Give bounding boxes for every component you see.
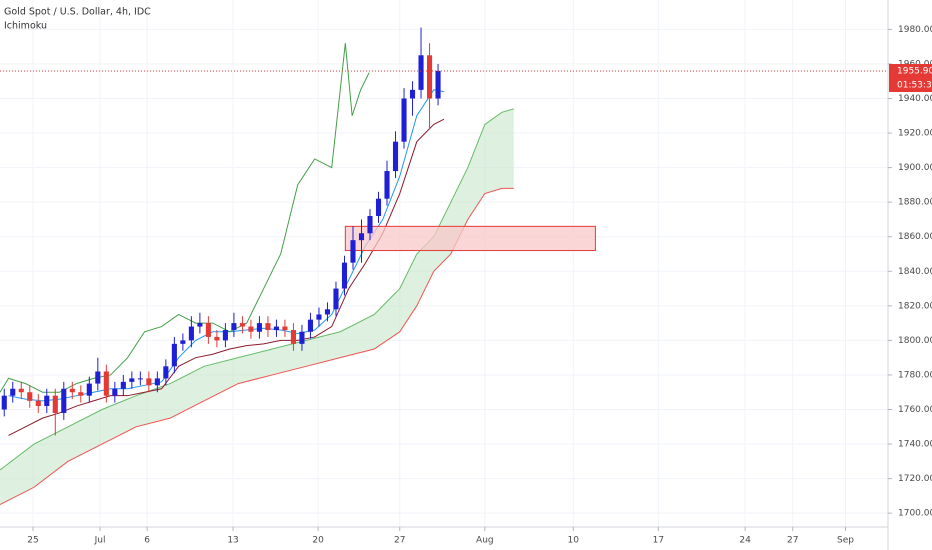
ichimoku-line [0,43,370,393]
candle-body [290,330,296,344]
candle-body [409,89,416,99]
senkou-span-a [0,108,514,471]
x-tick-label: 17 [653,536,664,546]
candle-body [1,395,7,410]
candle-body [256,323,262,332]
grid [0,0,888,527]
chart-title: Gold Spot / U.S. Dollar, 4h, IDC [4,7,151,18]
candle-body [316,314,322,320]
candle-body [129,378,135,382]
y-tick-label: 1780.00 [898,370,932,380]
y-tick-label: 1800.00 [898,336,932,346]
x-tick-label: Jul [94,536,106,546]
y-tick-label: 1880.00 [898,198,932,208]
candle-body [18,388,24,393]
countdown-box [889,78,932,93]
candle-body [231,323,237,331]
candle-body [52,395,58,413]
candle-body [103,371,109,396]
candle-body [426,55,433,99]
plot [0,27,888,505]
y-tick-label: 1980.00 [898,25,932,35]
candle-body [95,371,101,384]
x-tick-label: 10 [568,536,580,546]
candle-body [248,326,254,332]
candle-body [163,366,169,379]
indicator-label: Ichimoku [4,21,47,32]
x-tick-label: Sep [837,536,854,546]
candle-body [222,330,228,341]
candle-body [61,388,67,413]
y-tick-label: 1860.00 [898,232,932,242]
x-tick-label: Aug [476,536,494,546]
x-tick-label: 24 [739,536,751,546]
candle-body [197,323,203,327]
candle-body [367,215,373,234]
candle-body [214,336,220,341]
candle-body [10,388,16,396]
candle-body [299,331,305,344]
candle-body [154,378,160,386]
candle-body [265,323,271,331]
candle-body [350,240,356,263]
candle-body [137,378,143,380]
y-tick-label: 1760.00 [898,405,932,415]
candle-body [86,383,92,396]
zone-box [344,225,596,252]
x-tick-label: 20 [312,536,324,546]
countdown-label: 01:53:39 [897,81,932,91]
price-label-box [889,64,932,79]
candle-body [171,343,177,367]
y-tick-label: 1900.00 [898,163,932,173]
candle-body [282,326,288,331]
candle-body [35,400,41,407]
candle-body [239,323,245,327]
candle-body [273,326,279,331]
x-tick-label: 27 [787,536,798,546]
candle-body [375,198,382,216]
candle-body [27,392,33,401]
y-tick-label: 1940.00 [898,94,932,104]
candle-body [112,388,118,396]
candle-body [78,392,84,396]
y-tick-label: 1820.00 [898,301,932,311]
candle-body [44,395,50,407]
candle-body [384,171,390,199]
y-tick-label: 1920.00 [898,129,932,139]
axes: 1700.00 1720.00 1740.00 1760.00 1780.00 1800.… [27,25,932,546]
y-tick-label: 1720.00 [898,474,932,484]
y-tick-label: 1740.00 [898,440,932,450]
candle-body [324,309,331,315]
candle-body [307,319,314,332]
x-tick-label: 25 [27,536,38,546]
x-tick-label: 13 [227,536,238,546]
ichimoku-cloud [0,108,514,505]
senkou-span-b [0,187,514,505]
candle-body [418,55,424,90]
candle-body [333,288,339,310]
candle-body [180,340,186,344]
candle-body [146,378,152,386]
candle-body [69,388,75,393]
candle-body [341,262,348,289]
candle-body [435,70,441,99]
x-tick-label: 6 [144,536,150,546]
candle-body [188,326,194,341]
x-tick-label: 27 [394,536,405,546]
candle-body [401,98,407,142]
y-tick-label: 1840.00 [898,267,932,277]
candle-body [120,381,126,389]
candle-body [358,233,365,241]
price-label: 1955.90 [897,67,932,77]
candle-body [205,323,211,337]
y-tick-label: 1700.00 [898,509,932,519]
candle-body [392,141,399,172]
